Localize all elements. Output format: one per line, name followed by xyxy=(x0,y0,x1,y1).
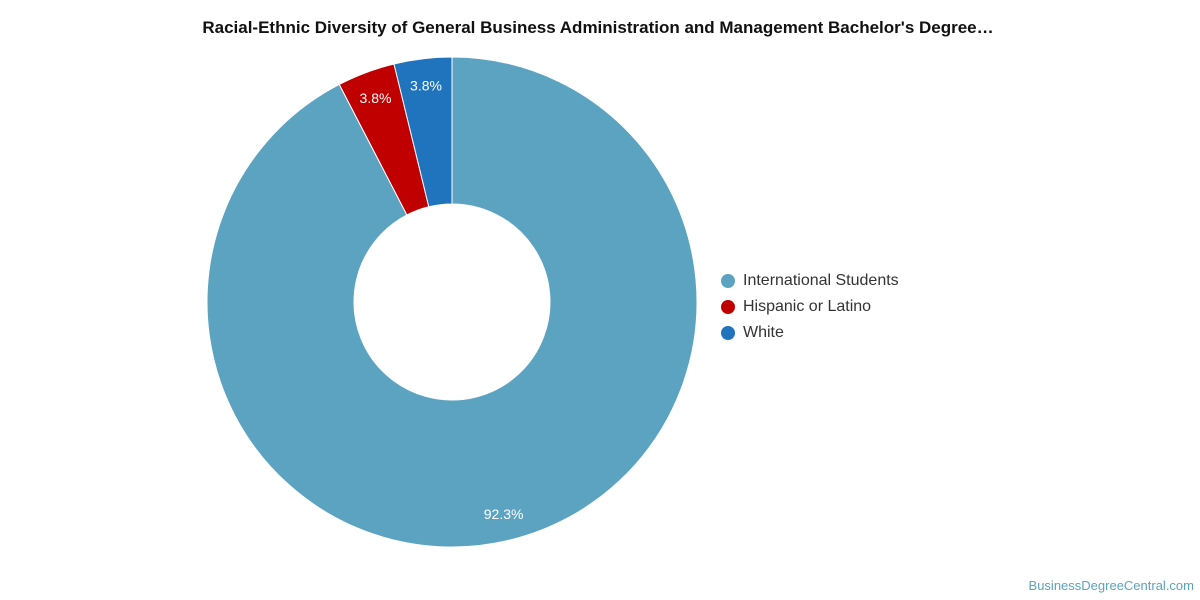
data-label: 3.8% xyxy=(360,90,392,106)
chart-title: Racial-Ethnic Diversity of General Busin… xyxy=(202,18,994,37)
legend-item[interactable]: White xyxy=(721,320,899,346)
legend-label: Hispanic or Latino xyxy=(743,298,872,315)
data-label: 92.3% xyxy=(484,506,524,522)
legend-item[interactable]: International Students xyxy=(721,268,899,294)
slice-international-students[interactable] xyxy=(206,56,698,548)
slice-white[interactable] xyxy=(393,56,453,208)
data-label: 3.8% xyxy=(410,78,442,94)
legend-marker-icon xyxy=(721,326,735,340)
legend: International Students Hispanic or Latino… xyxy=(721,268,899,346)
legend-marker-icon xyxy=(721,274,735,288)
legend-item[interactable]: Hispanic or Latino xyxy=(721,294,899,320)
legend-marker-icon xyxy=(721,300,735,314)
legend-label: White xyxy=(743,324,784,341)
legend-label: International Students xyxy=(743,272,899,289)
watermark[interactable]: BusinessDegreeCentral.com xyxy=(1028,578,1194,593)
